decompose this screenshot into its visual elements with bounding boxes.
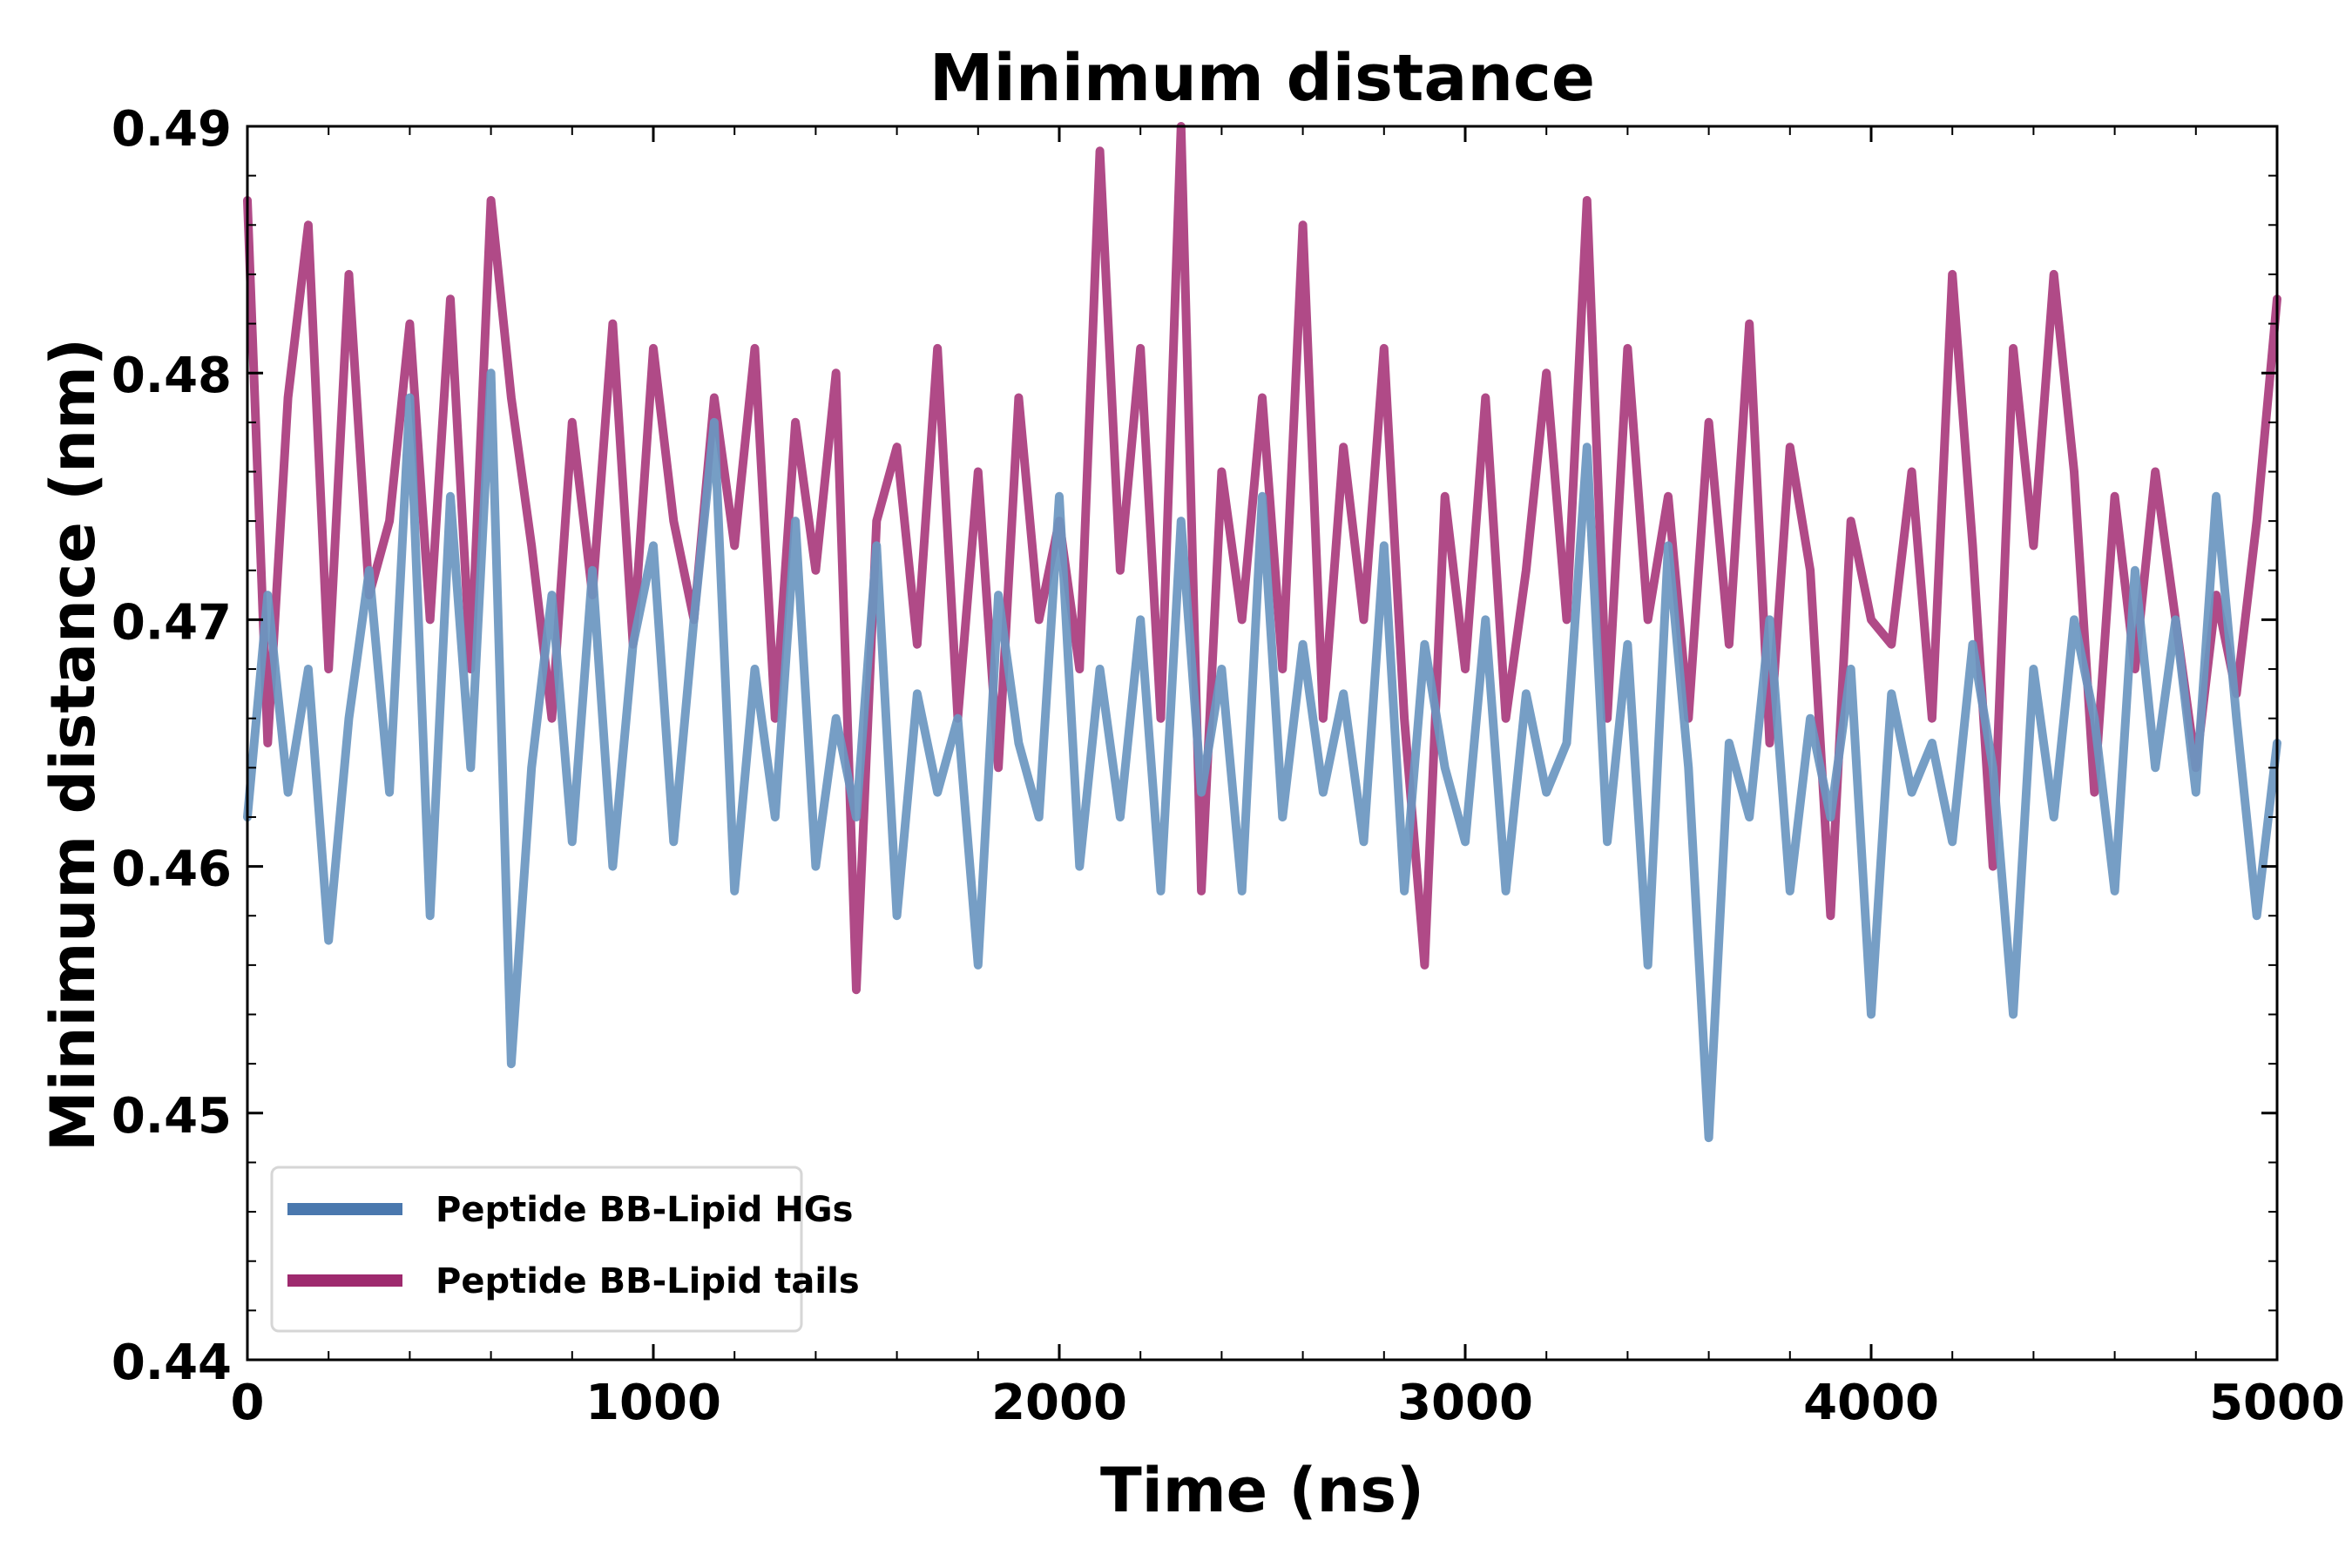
- y-axis-label: Minimum distance (nm): [37, 338, 109, 1152]
- y-tick-label: 0.44: [112, 1335, 232, 1391]
- legend-label-hgs: Peptide BB-Lipid HGs: [436, 1190, 853, 1230]
- y-tick-label: 0.46: [112, 841, 232, 898]
- x-tick-label: 0: [231, 1375, 265, 1431]
- series-line-lipid-tails: [243, 122, 2281, 995]
- x-tick-label: 2000: [991, 1375, 1127, 1431]
- legend-frame: [270, 1166, 803, 1333]
- x-axis-label: Time (ns): [1100, 1455, 1424, 1526]
- y-tick-label: 0.45: [112, 1088, 232, 1145]
- legend-label-tails: Peptide BB-Lipid tails: [436, 1261, 860, 1301]
- axes-layer: 0 1000 2000 3000 4000 5000 0.44 0.45 0.46 0.47 0.4…: [112, 101, 2345, 1431]
- series-line-lipid-hgs: [243, 368, 2281, 1143]
- chart-title: Minimum distance: [929, 41, 1595, 116]
- y-tick-label: 0.49: [112, 101, 232, 158]
- plot-frame: [246, 125, 2279, 1362]
- x-tick-label: 3000: [1397, 1375, 1533, 1431]
- legend: Peptide BB-Lipid HGs Peptide BB-Lipid ta…: [270, 1166, 860, 1333]
- y-tick-label: 0.47: [112, 594, 232, 651]
- x-tick-label: 1000: [585, 1375, 721, 1431]
- y-tick-label: 0.48: [112, 348, 232, 404]
- x-tick-label: 5000: [2209, 1375, 2345, 1431]
- x-tick-label: 4000: [1803, 1375, 1939, 1431]
- series-layer: [243, 122, 2281, 1143]
